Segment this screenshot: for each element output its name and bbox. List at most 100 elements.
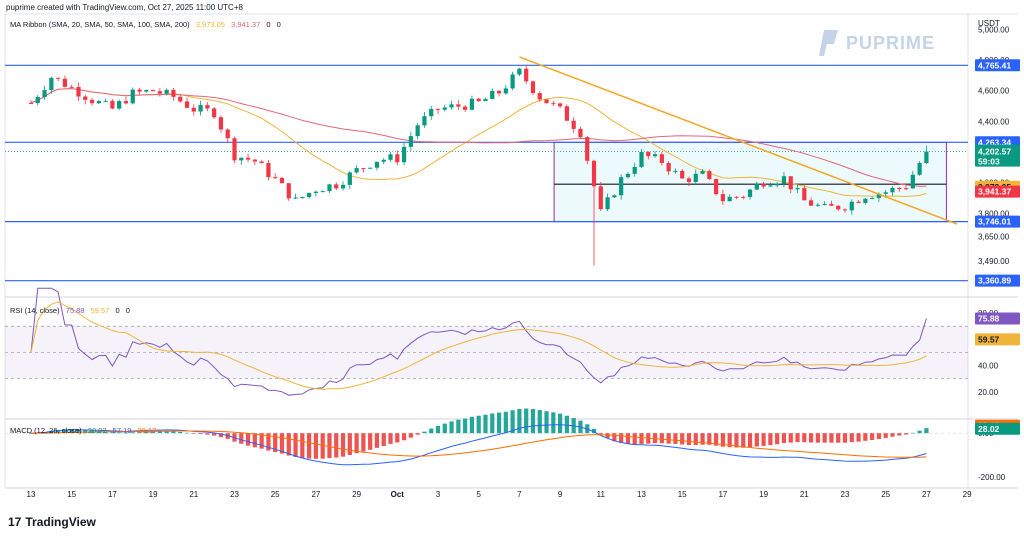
- candle-body: [625, 173, 631, 178]
- candle-body: [198, 105, 203, 112]
- candle-body: [354, 168, 359, 173]
- date-tick-label: 15: [678, 490, 687, 499]
- price-tick-label: 5,000.00: [978, 25, 1010, 34]
- candle-body: [422, 116, 427, 126]
- macd-histogram-bar: [917, 430, 922, 434]
- candle-body: [150, 90, 156, 92]
- date-tick-label: 23: [230, 490, 239, 499]
- macd-histogram-bar: [279, 433, 285, 454]
- candle-body: [293, 197, 298, 199]
- macd-histogram-bar: [123, 432, 129, 434]
- macd-signal-line: [31, 430, 927, 458]
- candle-body: [401, 146, 407, 163]
- level-lines-layer: [5, 64, 968, 282]
- rsi-ma-tag-bg: [975, 333, 1020, 346]
- macd-histogram-bar: [619, 433, 624, 443]
- candle-body: [842, 209, 848, 211]
- candle-body: [612, 195, 617, 198]
- candle-body: [347, 172, 352, 185]
- candle-body: [883, 192, 888, 194]
- date-tick-label: 25: [271, 490, 280, 499]
- candle-body: [503, 88, 508, 94]
- candle-body: [808, 200, 814, 206]
- moving-averages-layer: [30, 88, 927, 198]
- date-tick-label: 7: [517, 490, 522, 499]
- candle-body: [720, 194, 726, 202]
- macd-histogram-bar: [469, 416, 475, 434]
- candle-body: [408, 136, 413, 147]
- macd-histogram-bar: [761, 433, 766, 446]
- macd-histogram-bar: [422, 431, 427, 434]
- macd-histogram-bar: [117, 432, 122, 434]
- candle-body: [435, 108, 441, 110]
- candle-body: [266, 163, 271, 178]
- tradingview-brand[interactable]: 17 TradingView: [8, 515, 96, 529]
- puprime-logo-icon: [819, 30, 838, 56]
- macd-histogram-bar: [544, 411, 549, 434]
- candle-body: [381, 159, 386, 162]
- macd-histogram-bar: [686, 433, 692, 446]
- candle-body: [476, 98, 481, 102]
- macd-histogram-bar: [754, 433, 759, 447]
- level-price-tag: 3,360.89: [978, 276, 1011, 286]
- date-tick-label: 17: [718, 490, 727, 499]
- candle-body: [727, 196, 732, 202]
- rsi-legend-value-2: 59.57: [90, 306, 110, 315]
- macd-histogram-bar: [822, 433, 827, 443]
- candle-body: [340, 184, 346, 189]
- candle-body: [917, 163, 922, 175]
- date-tick-label: 27: [922, 490, 931, 499]
- candle-body: [218, 117, 224, 130]
- rsi-legend: RSI (14, close) 75.88 59.57 0 0: [10, 306, 134, 315]
- macd-histogram-bar: [802, 433, 807, 443]
- candle-body: [646, 151, 651, 157]
- candle-body: [680, 170, 685, 179]
- macd-histogram-bar: [639, 433, 644, 444]
- level-price-tag-bg: [975, 274, 1020, 287]
- macd-histogram-bar: [625, 433, 631, 444]
- candle-body: [496, 90, 502, 94]
- trendline-layer: [519, 56, 958, 225]
- macd-histogram-bar: [496, 412, 502, 434]
- candle-body: [537, 93, 542, 100]
- ma-legend-value-4: 0: [276, 20, 281, 29]
- macd-histogram-bar: [361, 433, 366, 452]
- macd-histogram-bar: [76, 429, 81, 434]
- candle-body: [123, 101, 129, 104]
- macd-value-tag: 28.02: [978, 424, 1000, 434]
- macd-histogram-bar: [320, 433, 325, 459]
- macd-histogram-bar: [198, 433, 203, 435]
- macd-histogram-bar: [808, 433, 814, 443]
- candle-body: [829, 203, 834, 206]
- macd-histogram-bar: [449, 421, 454, 434]
- last-price-tag-bg: [975, 144, 1020, 167]
- candle-body: [69, 86, 74, 88]
- candle-body: [164, 89, 169, 94]
- candle-body: [795, 188, 800, 190]
- macd-histogram-bar: [307, 433, 312, 459]
- candle-body: [245, 157, 251, 160]
- ma-legend-value-3: 0: [266, 20, 271, 29]
- date-tick-label: 17: [108, 490, 117, 499]
- date-tick-label: 15: [67, 490, 76, 499]
- macd-histogram-bar: [408, 433, 413, 438]
- date-tick-label: 25: [881, 490, 890, 499]
- candle-body: [259, 161, 264, 164]
- candle-body: [184, 101, 190, 108]
- macd-histogram-bar: [381, 433, 386, 446]
- candle-body: [225, 129, 230, 139]
- macd-histogram-bar: [632, 433, 637, 445]
- candles-layer: [28, 64, 929, 266]
- macd-histogram-bar: [734, 433, 739, 448]
- ma-legend-value-2: 3,941.37: [231, 20, 261, 29]
- macd-histogram-bar: [781, 433, 787, 444]
- macd-value-tag-bg: [975, 422, 1020, 435]
- candle-body: [741, 196, 746, 198]
- macd-histogram-bar: [69, 429, 74, 434]
- macd-histogram-bar: [62, 429, 68, 434]
- macd-histogram-bar: [110, 432, 115, 434]
- macd-histogram-bar: [924, 428, 929, 434]
- ma-legend-label: MA Ribbon (SMA, 20, SMA, 50, SMA, 100, S…: [10, 20, 190, 29]
- macd-histogram-bar: [239, 433, 244, 444]
- date-tick-label: 11: [597, 490, 606, 499]
